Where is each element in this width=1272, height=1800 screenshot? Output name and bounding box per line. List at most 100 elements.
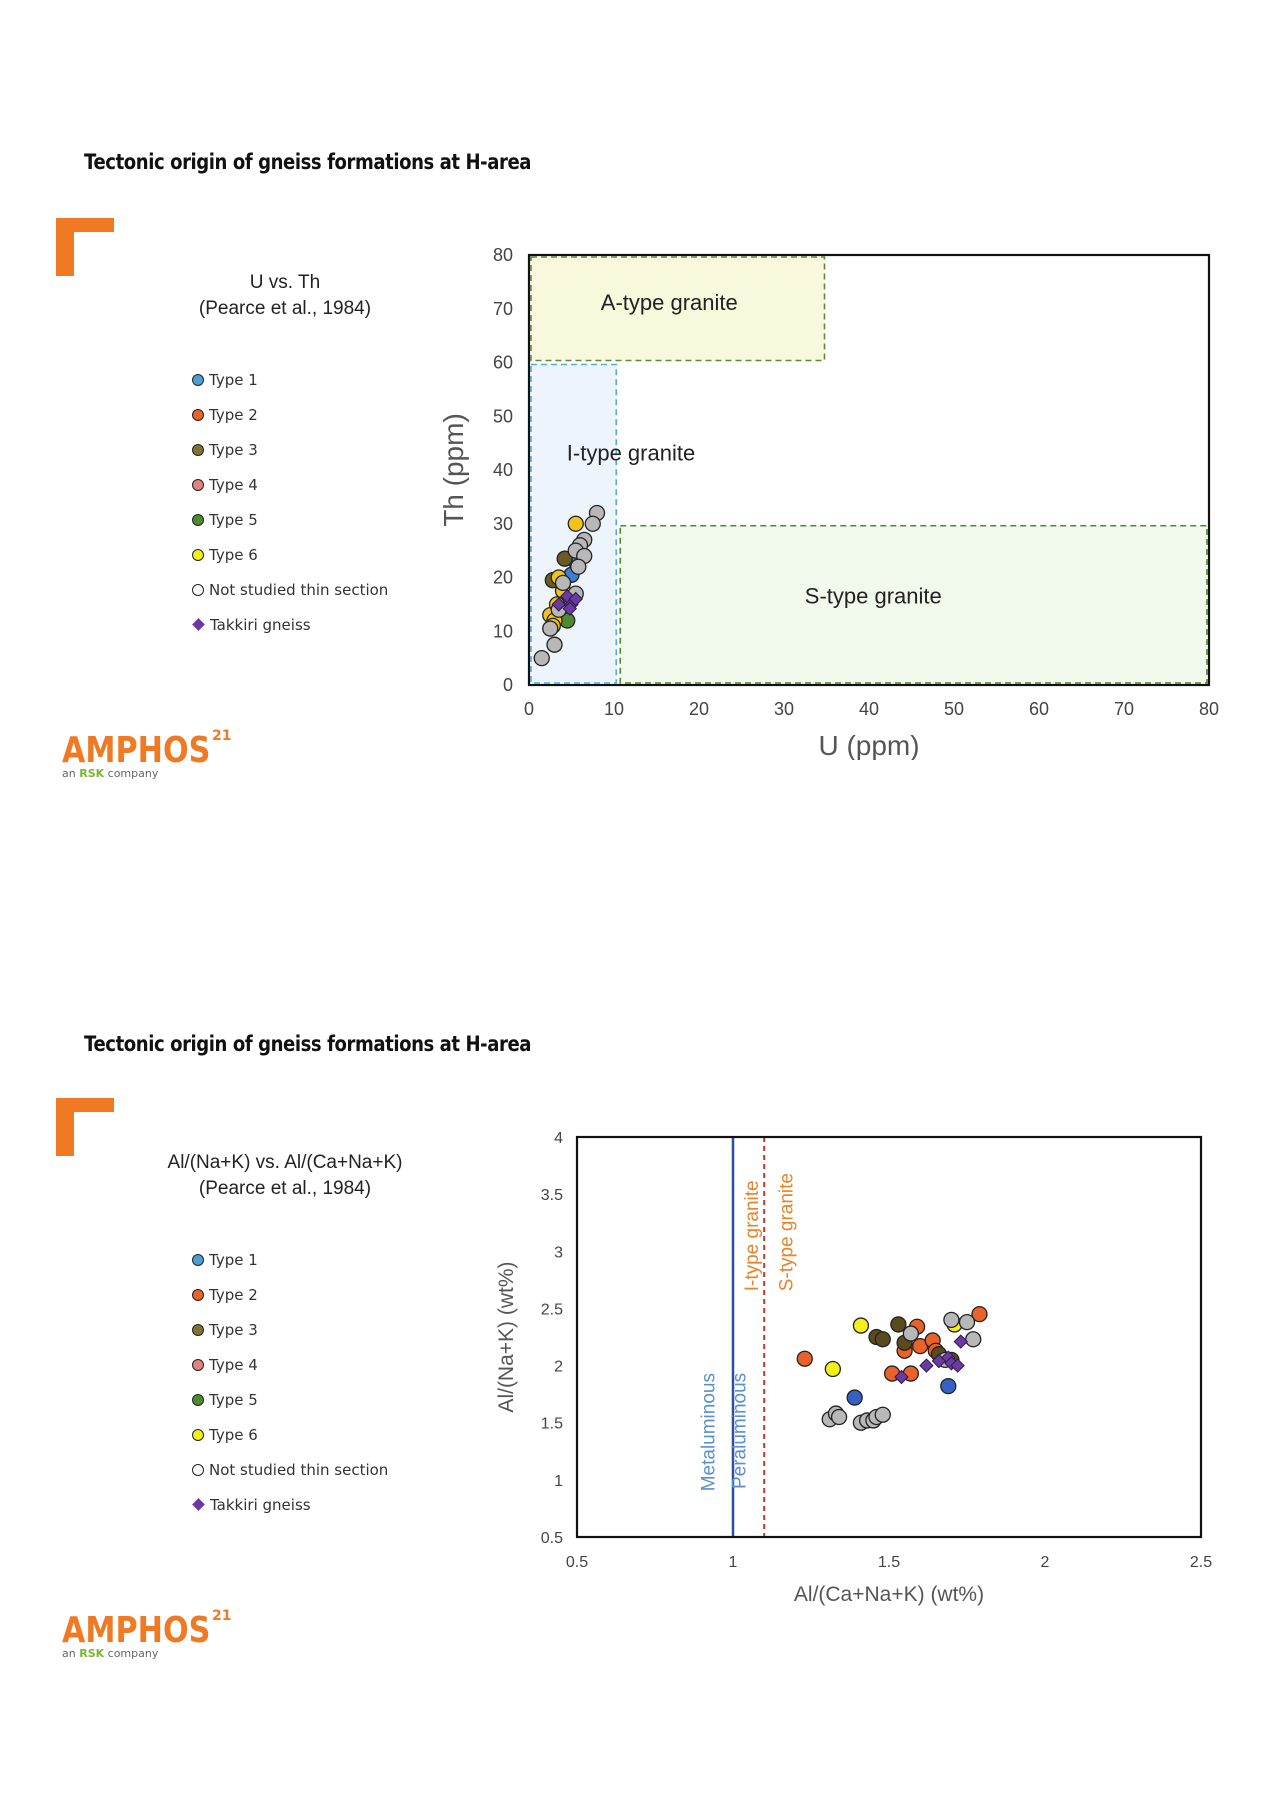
x-tick-label: 1 <box>729 1554 738 1571</box>
y-tick-label: 1 <box>554 1473 563 1490</box>
legend-item: Type 2 <box>192 397 388 432</box>
legend-label: Type 1 <box>209 370 258 389</box>
data-point <box>940 1377 957 1395</box>
legend-marker-circle <box>192 548 204 561</box>
legend-item: Type 4 <box>192 467 388 502</box>
legend-marker-circle <box>192 443 204 456</box>
data-point <box>796 1350 813 1367</box>
slide-1: Tectonic origin of gneiss formations at … <box>0 0 1272 780</box>
y-tick-label: 10 <box>493 621 513 641</box>
legend-marker-circle <box>192 583 204 596</box>
plot-frame <box>527 253 1211 687</box>
legend-marker-circle <box>192 1253 204 1266</box>
legend-marker-circle <box>192 373 204 386</box>
data-point <box>554 574 572 592</box>
legend-marker-circle <box>192 1323 204 1336</box>
y-tick-label: 2.5 <box>541 1301 563 1318</box>
x-tick-label: 0.5 <box>566 1554 588 1571</box>
logo-superscript: 21 <box>212 1608 232 1624</box>
legend-marker-circle <box>192 1393 204 1406</box>
legend-label: Type 4 <box>209 1355 258 1374</box>
x-tick-label: 1.5 <box>878 1554 900 1571</box>
data-point <box>971 1305 988 1323</box>
legend-label: Type 5 <box>209 1390 258 1409</box>
slide-title: Tectonic origin of gneiss formations at … <box>84 1032 532 1056</box>
legend-item: Type 5 <box>192 502 388 537</box>
legend-marker-circle <box>192 1428 204 1441</box>
y-tick-label: 60 <box>493 353 513 373</box>
legend-marker-circle <box>192 1463 204 1476</box>
legend-label: Type 3 <box>209 440 258 459</box>
boundary-label: Metaluminous <box>698 1373 719 1491</box>
corner-accent <box>56 1098 114 1156</box>
boundary-label: S-type granite <box>776 1173 797 1291</box>
y-tick-label: 70 <box>493 299 513 319</box>
data-point <box>958 1313 976 1331</box>
legend: Type 1 Type 2 Type 3 Type 4 Type 5 Type 6 Not … <box>192 1242 388 1522</box>
legend-marker-circle <box>192 478 204 491</box>
y-tick-label: 1.5 <box>541 1416 563 1433</box>
legend-item: Type 3 <box>192 1312 388 1347</box>
legend-label: Type 2 <box>209 1285 258 1304</box>
legend-item: Type 4 <box>192 1347 388 1382</box>
legend-item: Type 3 <box>192 432 388 467</box>
data-point <box>584 515 601 532</box>
chart-title-line-1: U vs. Th <box>249 272 321 293</box>
legend-item: Type 6 <box>192 1417 388 1452</box>
data-point <box>551 597 566 612</box>
tagline-brand: RSK <box>79 767 105 780</box>
data-point <box>846 1389 863 1406</box>
logo-tagline: an RSK company <box>62 1647 239 1660</box>
region-2 <box>619 524 1208 684</box>
data-point <box>546 636 563 653</box>
data-point <box>950 1358 965 1373</box>
legend-label: Type 6 <box>209 545 258 564</box>
y-tick-label: 40 <box>493 460 513 480</box>
legend-label: Type 4 <box>209 475 258 494</box>
y-tick-label: 30 <box>493 514 513 534</box>
y-tick-label: 0.5 <box>541 1530 563 1547</box>
data-point <box>874 1331 891 1348</box>
x-tick-label: 40 <box>859 699 879 719</box>
legend-label: Not studied thin section <box>209 1460 389 1479</box>
data-point <box>965 1331 982 1348</box>
tagline-suffix: company <box>107 767 159 780</box>
region-label: A-type granite <box>601 290 738 315</box>
legend-marker-circle <box>192 513 204 526</box>
region-label: I-type granite <box>567 440 695 465</box>
chart-title-line-2: (Pearce et al., 1984) <box>198 1178 372 1199</box>
plot-frame <box>575 1135 1203 1539</box>
amphos-logo: AMPHOS 21 an RSK company <box>62 1608 239 1660</box>
al-ratio-chart: 0.5 1 1.5 2 2.5 0.5 1 1.5 2 2.5 3 3.5 4 Al/(Ca+Na+K) … <box>495 1130 1212 1606</box>
data-point <box>824 1360 841 1378</box>
legend-item: Not studied thin section <box>192 572 388 607</box>
legend-item: Type 5 <box>192 1382 388 1417</box>
legend-item: Takkiri gneiss <box>192 607 388 642</box>
logo-superscript: 21 <box>212 728 232 744</box>
data-point <box>890 1316 907 1333</box>
tagline-suffix: company <box>107 1647 159 1660</box>
data-point <box>556 550 573 567</box>
legend-item: Type 6 <box>192 537 388 572</box>
tagline-prefix: an <box>62 1647 76 1660</box>
logo-wordmark: AMPHOS <box>62 1610 211 1651</box>
legend-item: Type 1 <box>192 362 388 397</box>
y-tick-label: 50 <box>493 406 513 426</box>
x-tick-label: 30 <box>774 699 794 719</box>
slide-2: Tectonic origin of gneiss formations at … <box>0 880 1272 1660</box>
data-point <box>953 1334 968 1349</box>
legend-item: Takkiri gneiss <box>192 1487 388 1522</box>
legend-item: Not studied thin section <box>192 1452 388 1487</box>
legend-label: Type 3 <box>209 1320 258 1339</box>
data-point <box>830 1408 848 1426</box>
boundary-label: Peraluminous <box>729 1373 750 1489</box>
data-point <box>568 591 583 607</box>
x-axis-label: U (ppm) <box>818 730 919 760</box>
y-tick-label: 3 <box>554 1244 563 1261</box>
data-point <box>943 1311 960 1329</box>
legend-label: Type 1 <box>209 1250 258 1269</box>
x-tick-label: 60 <box>1029 699 1049 719</box>
legend-label: Takkiri gneiss <box>210 615 311 634</box>
chart-title-line-2: (Pearce et al., 1984) <box>198 298 372 319</box>
data-point <box>894 1369 909 1385</box>
